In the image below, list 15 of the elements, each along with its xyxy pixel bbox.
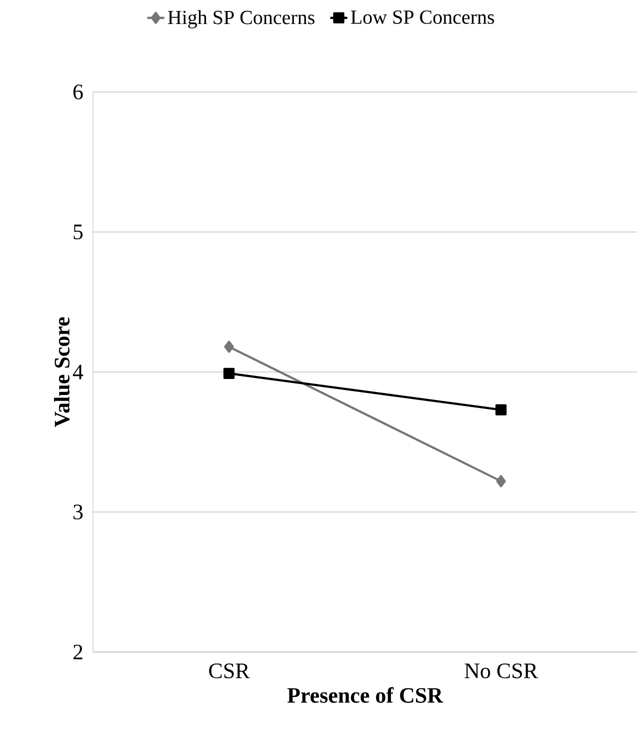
legend-label: Low SP Concerns xyxy=(350,10,494,24)
x-tick-label: CSR xyxy=(209,664,250,678)
point xyxy=(223,368,235,379)
x-axis-title: Presence of CSR xyxy=(287,687,444,703)
y-tick-label: 2 xyxy=(73,644,82,660)
point xyxy=(224,340,234,353)
y-tick-label: 6 xyxy=(73,84,83,100)
point xyxy=(495,404,507,416)
y-tick-label: 3 xyxy=(74,504,83,520)
x-tick-label: No CSR xyxy=(464,664,538,678)
point xyxy=(496,475,506,488)
y-tick-label: 5 xyxy=(74,224,83,240)
y-axis-title: Value Score xyxy=(54,317,70,428)
y-tick-label: 4 xyxy=(72,364,84,380)
legend-label: High SP Concerns xyxy=(168,10,314,28)
